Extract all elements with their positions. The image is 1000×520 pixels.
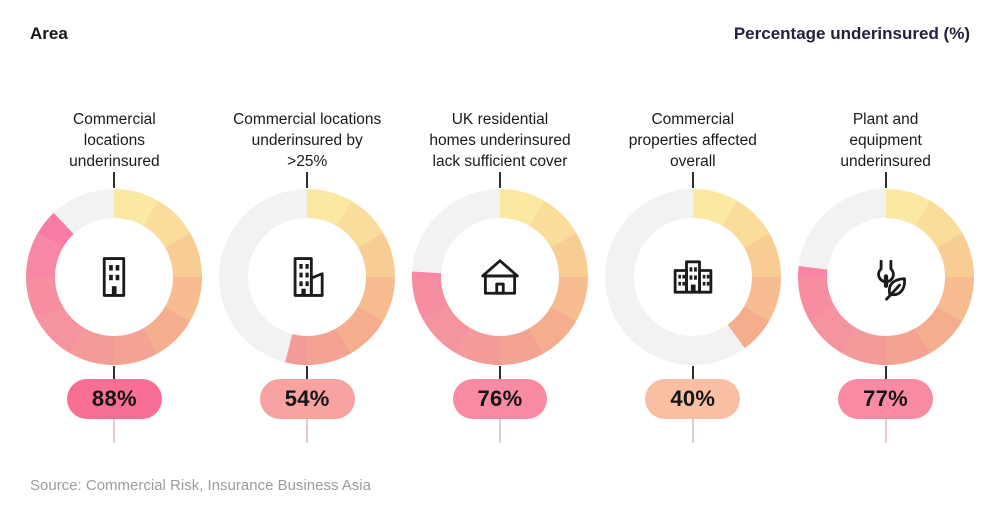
connector-line-mid xyxy=(884,366,887,379)
donut-label: Plant and equipment underinsured xyxy=(840,111,931,170)
donut-chart xyxy=(218,188,396,366)
building-annex-icon xyxy=(281,251,333,303)
donut-chart xyxy=(797,188,975,366)
area-heading: Area xyxy=(30,24,68,43)
donut-ring xyxy=(411,189,588,365)
value-pill: 40% xyxy=(645,379,741,419)
value-pill: 54% xyxy=(259,379,355,419)
percentage-heading: Percentage underinsured (%) xyxy=(733,24,970,43)
donut-ring xyxy=(219,189,396,365)
office-building-icon xyxy=(88,251,140,303)
connector-line-top xyxy=(884,172,887,188)
donut-column-4: Commercial properties affected overall 40% xyxy=(596,106,789,443)
donut-label: Commercial locations underinsured xyxy=(69,111,160,170)
source-note: Source: Commercial Risk, Insurance Busin… xyxy=(30,477,371,494)
connector-line-mid xyxy=(306,366,309,379)
connector-line-top xyxy=(306,172,309,188)
connector-line-bottom xyxy=(498,419,501,443)
value-pill: 88% xyxy=(66,379,162,419)
donut-column-2: Commercial locations underinsured by >25% … xyxy=(211,106,404,443)
donut-label: Commercial properties affected overall xyxy=(628,111,757,170)
donut-chart xyxy=(411,188,589,366)
building-complex-icon xyxy=(667,251,719,303)
connector-line-bottom xyxy=(113,419,116,443)
connector-line-mid xyxy=(113,366,116,379)
donut-ring xyxy=(797,189,974,365)
connector-line-bottom xyxy=(306,419,309,443)
connector-line-top xyxy=(113,172,116,188)
donut-column-3: UK residential homes underinsured lack suf… xyxy=(404,106,597,443)
connector-line-mid xyxy=(691,366,694,379)
value-pill: 76% xyxy=(452,379,548,419)
wrench-leaf-icon xyxy=(860,251,912,303)
donut-chart xyxy=(25,188,203,366)
connector-line-bottom xyxy=(884,419,887,443)
donut-ring xyxy=(26,189,203,365)
house-icon xyxy=(474,251,526,303)
connector-line-bottom xyxy=(691,419,694,443)
donut-chart xyxy=(604,188,782,366)
connector-line-top xyxy=(498,172,501,188)
donut-columns: Commercial locations underinsured 88% Comm… xyxy=(0,106,1000,443)
connector-line-mid xyxy=(498,366,501,379)
connector-line-top xyxy=(691,172,694,188)
donut-column-1: Commercial locations underinsured 88% xyxy=(18,106,211,443)
donut-ring xyxy=(604,189,781,365)
donut-label: UK residential homes underinsured lack suf… xyxy=(429,111,571,170)
header-row: Area Percentage underinsured (%) xyxy=(0,0,1000,44)
donut-column-5: Plant and equipment underinsured 77% xyxy=(789,106,982,443)
donut-label: Commercial locations underinsured by >25% xyxy=(233,111,382,170)
value-pill: 77% xyxy=(838,379,934,419)
